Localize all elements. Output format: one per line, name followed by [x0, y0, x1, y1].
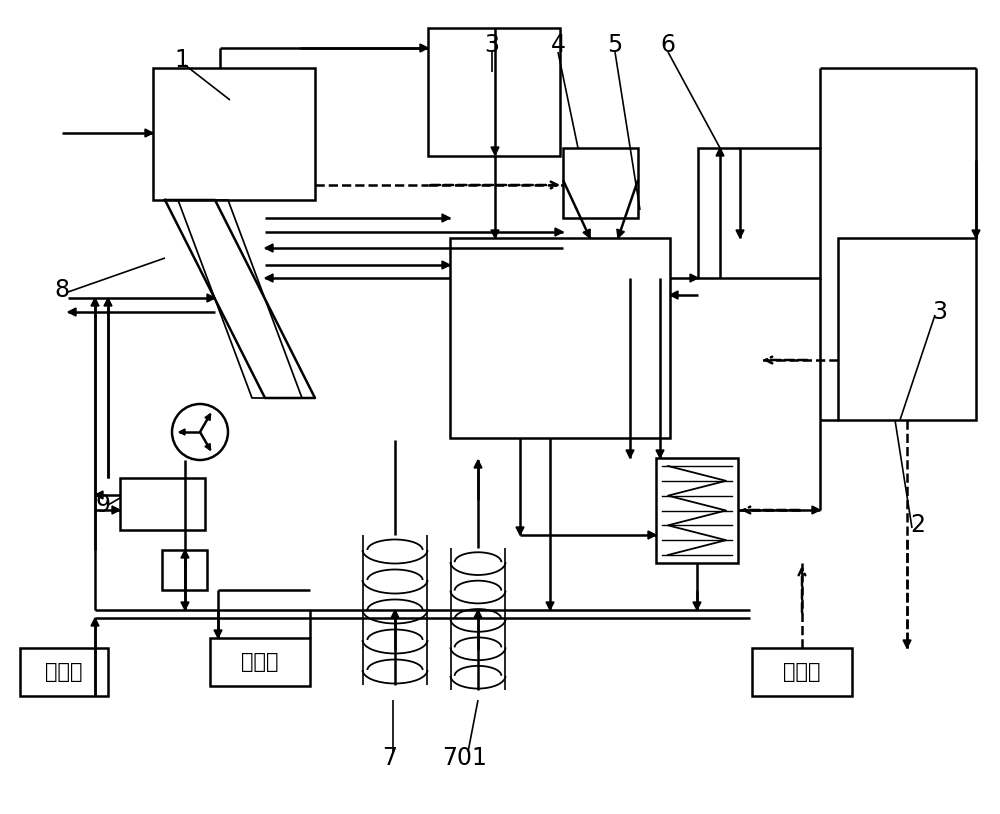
Polygon shape	[516, 527, 524, 535]
Bar	[698, 148, 820, 278]
Polygon shape	[205, 444, 210, 450]
Polygon shape	[145, 129, 153, 137]
Bar	[120, 478, 205, 530]
Text: 4: 4	[550, 33, 566, 57]
Bar	[20, 648, 108, 696]
Polygon shape	[179, 429, 185, 435]
Polygon shape	[265, 274, 273, 282]
Bar	[162, 550, 207, 590]
Polygon shape	[91, 618, 99, 626]
Polygon shape	[112, 506, 120, 514]
Polygon shape	[181, 602, 189, 610]
Bar	[210, 638, 310, 686]
Text: 3: 3	[932, 300, 948, 324]
Text: 3: 3	[484, 33, 500, 57]
Polygon shape	[546, 602, 554, 610]
Text: 自来水: 自来水	[45, 662, 83, 682]
Polygon shape	[903, 640, 911, 648]
Text: 沼气池: 沼气池	[783, 662, 821, 682]
Polygon shape	[617, 229, 624, 238]
Text: 7: 7	[382, 746, 398, 770]
Polygon shape	[812, 506, 820, 514]
Polygon shape	[690, 274, 698, 282]
Text: 8: 8	[54, 278, 70, 302]
Polygon shape	[716, 148, 724, 156]
Polygon shape	[555, 228, 563, 236]
Polygon shape	[265, 244, 273, 252]
Polygon shape	[656, 450, 664, 458]
Text: 5: 5	[607, 33, 623, 57]
Polygon shape	[491, 230, 499, 238]
Polygon shape	[214, 630, 222, 638]
Bar	[450, 238, 670, 438]
Polygon shape	[420, 44, 428, 52]
Text: 9: 9	[96, 493, 110, 517]
Polygon shape	[95, 491, 103, 499]
Polygon shape	[207, 294, 215, 302]
Text: 污水池: 污水池	[241, 652, 279, 672]
Polygon shape	[626, 450, 634, 458]
Polygon shape	[104, 298, 112, 306]
Polygon shape	[474, 610, 482, 618]
Bar	[838, 238, 976, 420]
Polygon shape	[474, 460, 482, 468]
Bar	[563, 148, 638, 218]
Polygon shape	[442, 261, 450, 269]
Polygon shape	[972, 230, 980, 238]
Polygon shape	[442, 214, 450, 222]
Polygon shape	[205, 414, 210, 421]
Bar	[428, 28, 560, 156]
Text: 701: 701	[443, 746, 487, 770]
Polygon shape	[391, 610, 399, 618]
Bar	[752, 648, 852, 696]
Polygon shape	[693, 602, 701, 610]
Polygon shape	[491, 147, 499, 155]
Text: 1: 1	[175, 48, 189, 72]
Polygon shape	[648, 531, 656, 539]
Polygon shape	[68, 308, 76, 316]
Polygon shape	[583, 229, 590, 238]
Polygon shape	[91, 298, 99, 306]
Polygon shape	[181, 550, 189, 558]
Text: 2: 2	[910, 513, 926, 537]
Bar	[153, 68, 315, 200]
Bar	[656, 458, 738, 563]
Polygon shape	[670, 291, 678, 299]
Polygon shape	[736, 230, 744, 238]
Text: 6: 6	[660, 33, 676, 57]
